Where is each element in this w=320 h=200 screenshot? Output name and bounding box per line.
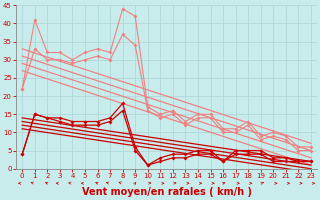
X-axis label: Vent moyen/en rafales ( km/h ): Vent moyen/en rafales ( km/h ) bbox=[82, 187, 252, 197]
